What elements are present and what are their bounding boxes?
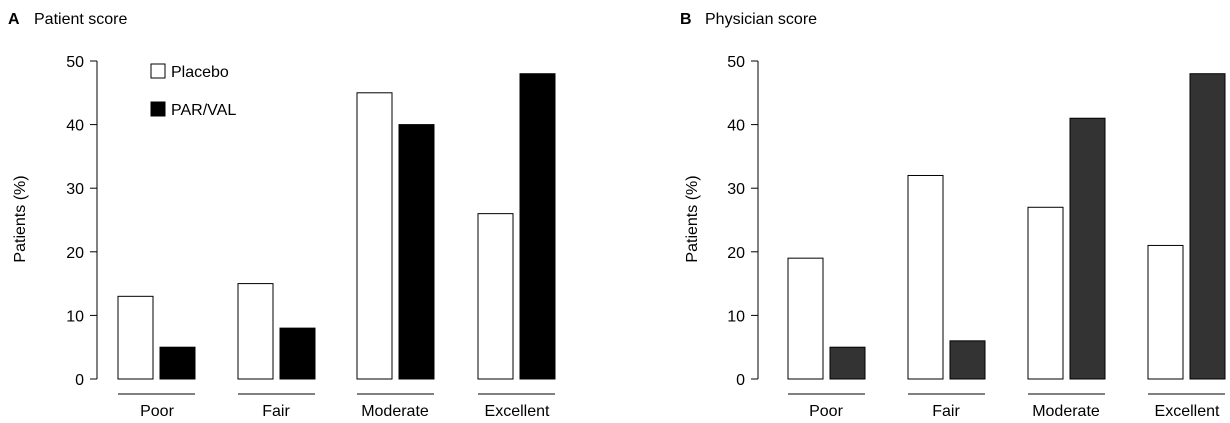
panel-a-categories: Poor Fair Moderate Excellent [118,393,555,420]
panel-a-bar-white-poor [117,295,154,380]
panel-a-bar-white-excellent [477,213,514,380]
panel-b-y-axis-label: Patients (%) [684,175,701,262]
panel-a-y-tick-label: 30 [66,181,84,198]
panel-a-y-tick-label: 40 [66,118,84,135]
legend-swatch-par-val [150,101,166,117]
panel-a-y-tick-label: 0 [75,372,84,389]
legend-swatch-placebo [150,63,166,79]
panel-a-y-tick-label: 50 [66,54,84,71]
panel-a-y-ticks: 0 10 20 30 40 50 [66,54,97,389]
panel-b: B Physician score Patients (%) 0 10 20 30 40… [680,11,1226,420]
panel-a: A Patient score Patients (%) 0 10 20 30 40 50… [8,11,556,420]
panel-b-bar-white-fair [907,174,944,380]
panel-b-y-tick-label: 40 [727,118,745,135]
panel-a-title: Patient score [34,11,127,28]
panel-a-bar-dark-moderate [398,124,435,380]
panel-b-title: Physician score [705,11,817,28]
panel-b-bar-dark-excellent [1189,73,1226,380]
panel-b-category-label-poor: Poor [809,403,843,420]
panel-b-categories: Poor Fair Moderate Excellent [788,393,1225,420]
panel-b-bar-white-poor [787,257,824,380]
panel-a-category-label-excellent: Excellent [485,403,550,420]
panel-a-bar-white-fair [237,283,274,380]
panel-a-bar-dark-excellent [519,73,556,380]
panel-b-category-label-fair: Fair [932,403,960,420]
panel-b-bar-white-excellent [1147,244,1184,380]
panel-a-y-tick-label: 10 [66,308,84,325]
panel-a-bar-dark-fair [279,327,316,380]
legend-label-par-val: PAR/VAL [171,102,236,119]
panel-b-y-tick-label: 10 [727,308,745,325]
legend-label-placebo: Placebo [171,64,229,81]
panel-a-bars [117,73,556,380]
panel-a-bar-white-moderate [356,92,393,380]
panel-a-category-label-fair: Fair [262,403,290,420]
panel-b-bar-dark-fair [949,340,986,380]
panel-b-y-tick-label: 0 [736,372,745,389]
panel-b-bars [787,73,1226,380]
panel-b-bar-white-moderate [1027,206,1064,380]
panel-b-y-tick-label: 20 [727,245,745,262]
panel-a-y-axis-label: Patients (%) [12,175,29,262]
panel-b-bar-dark-moderate [1069,117,1106,380]
panel-a-bar-dark-poor [159,346,196,380]
panel-b-y-tick-label: 30 [727,181,745,198]
panel-a-y-tick-label: 20 [66,245,84,262]
panel-b-y-tick-label: 50 [727,54,745,71]
panel-a-category-label-moderate: Moderate [361,403,429,420]
panel-a-letter: A [8,11,20,28]
panel-b-y-ticks: 0 10 20 30 40 50 [727,54,758,389]
panel-a-legend: Placebo PAR/VAL [150,63,236,119]
panel-b-bar-dark-poor [829,346,866,380]
panel-b-category-label-excellent: Excellent [1155,403,1220,420]
panel-b-letter: B [680,11,692,28]
panel-b-category-label-moderate: Moderate [1032,403,1100,420]
panel-a-category-label-poor: Poor [140,403,174,420]
